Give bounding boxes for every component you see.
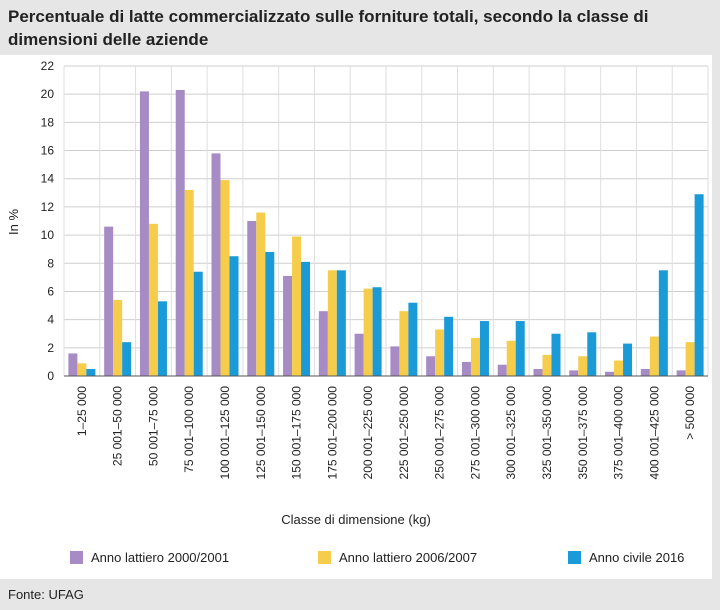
x-tick-label: 75 001–100 000 [182,386,196,473]
bar [685,342,695,376]
bar [283,275,293,376]
y-tick-label: 14 [41,172,55,186]
bar [104,226,114,376]
bar [578,356,588,376]
x-tick-label: 375 001–400 000 [612,386,626,480]
bar [229,256,239,376]
bar [184,190,194,376]
bar [587,332,597,376]
x-tick-label: 300 001–325 000 [504,386,518,480]
y-tick-label: 4 [47,313,54,327]
x-tick-label: 325 001–350 000 [540,386,554,480]
bar [506,340,516,376]
bar [649,336,659,376]
bar [354,333,364,376]
bar [372,287,382,376]
bar [86,368,96,376]
bar [175,89,185,377]
x-tick-label: 1–25 000 [75,386,89,436]
chart-title: Percentuale di latte commercializzato su… [8,7,649,49]
x-tick-label: 125 001–150 000 [254,386,268,480]
bar [113,299,123,376]
bar [363,288,373,376]
bar [515,321,525,376]
x-tick-label: 225 001–250 000 [397,386,411,480]
bar [399,311,409,376]
bar [301,261,311,376]
bar [623,343,633,376]
bar [605,371,615,376]
bar [497,364,507,376]
bar [220,180,230,376]
bar [435,329,445,376]
bar [292,236,302,376]
legend-label: Anno lattiero 2000/2001 [91,550,229,565]
x-tick-label: 50 001–75 000 [146,386,160,466]
y-tick-label: 8 [47,256,54,270]
bar [676,370,686,376]
bar [256,212,266,376]
bar [139,91,149,376]
title-band [0,0,720,55]
bar [193,271,203,376]
y-axis-title: In % [6,209,21,235]
bar [68,353,78,376]
bar [265,252,275,376]
bar [327,270,337,376]
bar-chart: 0 2 4 6 8 10 12 14 16 18 20 22 1–25 000 25 001–50 000… [6,59,709,565]
x-tick-label: 350 001–375 000 [576,386,590,480]
y-tick-label: 0 [47,369,54,383]
y-tick-label: 10 [41,228,55,242]
x-tick-label: 150 001–175 000 [290,386,304,480]
bar [551,333,561,376]
y-tick-label: 2 [47,341,54,355]
y-tick-label: 16 [41,144,55,158]
bar [426,356,436,376]
legend-swatch [568,551,581,564]
x-tick-label: > 500 000 [683,386,697,440]
bar [444,316,454,376]
y-tick-label: 12 [41,200,55,214]
bar [148,223,158,376]
bar [336,270,346,376]
bar [542,354,552,376]
legend-label: Anno lattiero 2006/2007 [339,550,477,565]
bar [461,361,471,376]
bar [211,153,221,376]
bar [694,194,704,376]
x-tick-label: 100 001–125 000 [218,386,232,480]
legend-swatch [70,551,83,564]
bar [390,346,400,376]
bar [408,302,418,376]
source-band [0,579,720,610]
y-tick-label: 22 [41,59,55,73]
x-tick-label: 200 001–225 000 [361,386,375,480]
bar [470,337,480,376]
x-tick-label: 275 001–300 000 [468,386,482,480]
x-axis-title: Classe di dimensione (kg) [281,512,431,527]
legend-swatch [318,551,331,564]
y-tick-label: 6 [47,284,54,298]
bar [77,363,87,376]
x-tick-label: 250 001–275 000 [433,386,447,480]
source-note: Fonte: UFAG [8,587,84,602]
bar [318,311,328,376]
bar [122,342,132,376]
y-tick-label: 18 [41,115,55,129]
bar [614,360,624,376]
x-tick-label: 175 001–200 000 [325,386,339,480]
bar [479,321,489,376]
bar [533,368,543,376]
y-tick-label: 20 [41,87,55,101]
legend-label: Anno civile 2016 [589,550,684,565]
x-tick-label: 400 001–425 000 [647,386,661,480]
x-tick-label: 25 001–50 000 [111,386,125,466]
bar [157,301,167,376]
bar [569,370,579,376]
bar [640,368,650,376]
bar [658,270,668,376]
bar [247,221,257,376]
